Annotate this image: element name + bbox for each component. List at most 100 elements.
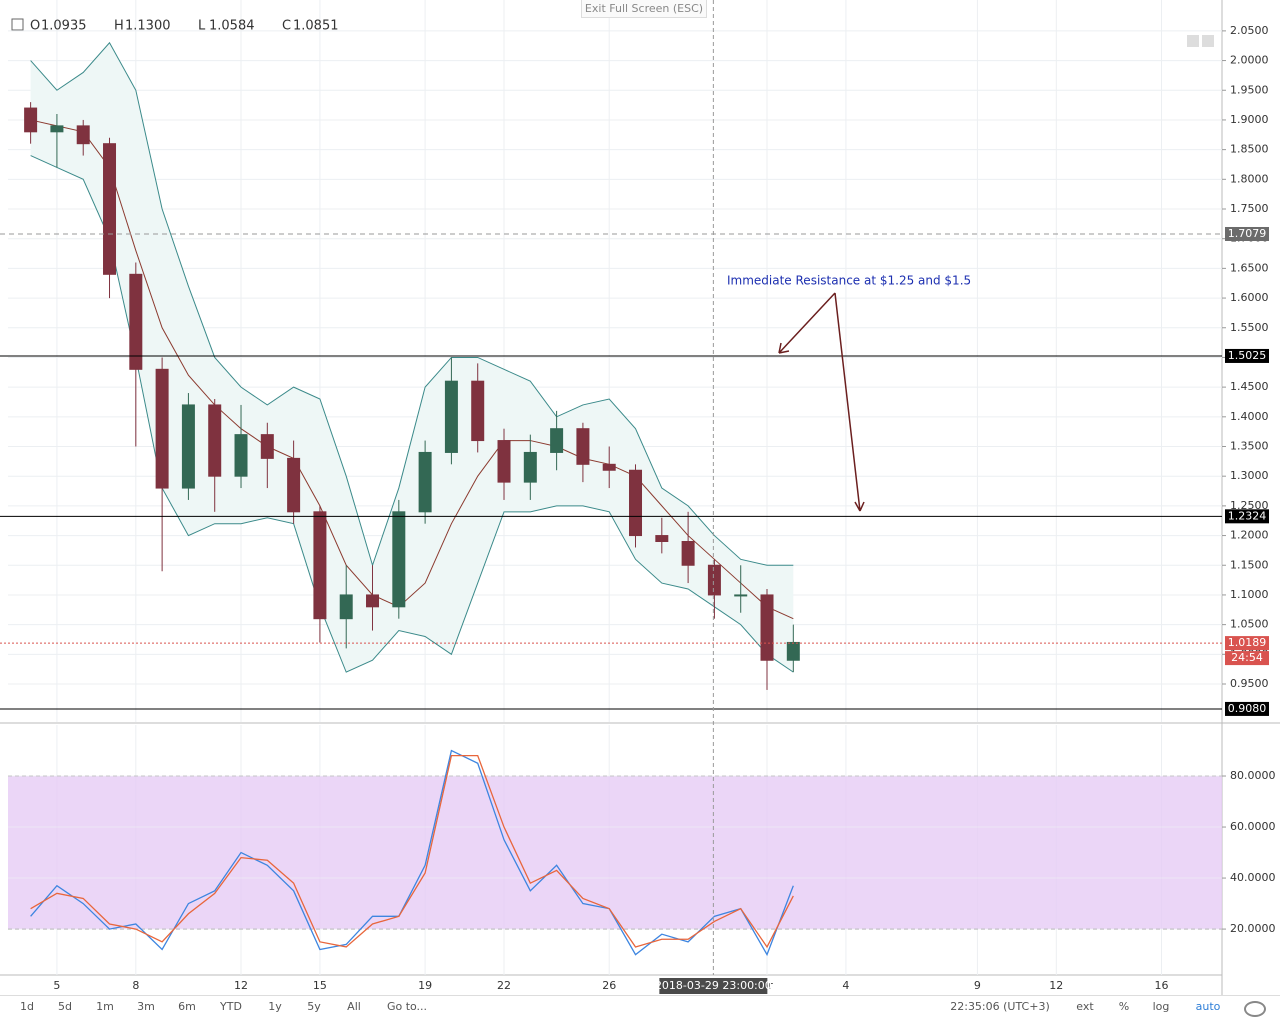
clock: 22:35:06 (UTC+3) [950,1000,1050,1013]
countdown: 24:54 [1231,651,1263,664]
chart: 581215192226pr4912160.95001.00001.05001.… [0,0,1280,995]
y-tick-label: 1.4500 [1230,380,1269,393]
candle-body [287,457,301,513]
candle-body [681,541,695,566]
ohlc-header: 1.1300 [125,19,171,34]
level-label: 1.5025 [1228,349,1267,362]
ohlc-header: 1.0584 [209,19,255,34]
candle-body [155,368,169,489]
y-tick-label: 1.0500 [1230,618,1269,631]
candle-body [339,594,353,620]
candle-body [418,451,432,513]
option-button[interactable]: log [1152,1000,1170,1013]
candle-body [129,273,143,370]
candle-body [208,404,222,477]
candle-body [629,469,643,537]
y-tick-label: 1.9500 [1230,83,1269,96]
pane-button[interactable] [1187,35,1199,47]
y-tick-label: 1.2500 [1230,499,1269,512]
range-button[interactable]: 5d [58,1000,72,1013]
y-tick-label: 1.5500 [1230,321,1269,334]
pane-button[interactable] [1202,35,1214,47]
option-button[interactable]: ext [1076,1000,1094,1013]
level-label-box [1225,701,1269,716]
candle-body [50,125,64,133]
candle-body [550,428,564,453]
candle-body [234,434,248,477]
ohlc-header: L [198,19,206,34]
y-tick-label: 1.4000 [1230,410,1269,423]
x-tick-label: 9 [974,979,981,992]
candle-body [760,594,774,661]
level-label-box [1225,348,1269,363]
y-tick-label: 1.3500 [1230,440,1269,453]
collapse-icon[interactable] [11,18,24,31]
range-button[interactable]: 1m [96,1000,114,1013]
candle-body [786,641,800,661]
annotation: Immediate Resistance at $1.25 and $1.5 [727,274,971,288]
y-tick-label: 1.1500 [1230,558,1269,571]
y-tick-label: 1.6000 [1230,291,1269,304]
y-tick-label: 60.0000 [1230,820,1276,833]
bollinger-fill [30,42,794,673]
option-button[interactable]: auto [1195,1000,1221,1013]
range-button[interactable]: 6m [178,1000,196,1013]
overbought-oversold-band [8,776,1222,930]
y-tick-label: 80.0000 [1230,769,1276,782]
y-tick-label: 2.0000 [1230,54,1269,67]
y-tick-label: 2.0500 [1230,24,1269,37]
level-label: 0.9080 [1228,702,1267,715]
y-tick-label: 20.0000 [1230,922,1276,935]
range-button[interactable]: 5y [307,1000,321,1013]
candle-body [444,380,458,453]
x-tick-label: 4 [842,979,849,992]
candle-body [602,463,616,471]
range-button[interactable]: 1d [20,1000,34,1013]
countdown-box [1225,651,1269,666]
x-tick-label: 12 [234,979,248,992]
y-tick-label: 1.9000 [1230,113,1269,126]
crosshair-label-box [659,978,768,994]
toolbar: 1d 5d 1m 3m 6m YTD 1y 5y All Go to... 22:35:06 (UT… [0,995,1280,1025]
y-tick-label: 1.3000 [1230,469,1269,482]
level-label-box [1225,636,1269,651]
stochastic-line [30,749,794,957]
y-tick-label: 1.1000 [1230,588,1269,601]
crosshair-label: 2018-03-29 23:00:00 [655,979,772,992]
range-button[interactable]: 1y [268,1000,282,1013]
x-tick-label: 16 [1155,979,1169,992]
candle-body [707,564,721,596]
range-button[interactable]: All [347,1000,361,1013]
candle-body [313,511,327,620]
candle-body [523,451,537,483]
candle-body [497,440,511,483]
y-tick-label: 40.0000 [1230,871,1276,884]
x-tick-label: 12 [1049,979,1063,992]
ohlc-header: C [282,19,291,34]
x-tick-label: 5 [53,979,60,992]
bollinger-basis [30,119,794,620]
x-tick-label: 26 [602,979,616,992]
y-tick-label: 0.9500 [1230,677,1269,690]
candle-body [24,107,38,133]
candle-body [103,143,117,275]
exit-fullscreen[interactable]: Exit Full Screen (ESC) [581,0,707,18]
candle-body [392,511,406,608]
goto-button[interactable]: Go to... [386,1000,428,1013]
range-button[interactable]: YTD [220,1000,242,1013]
x-tick-label: 15 [313,979,327,992]
level-label-box [1225,226,1269,241]
settings-icon[interactable] [1244,1001,1266,1017]
ohlc-header: H [114,19,124,34]
x-tick-label: 22 [497,979,511,992]
range-button[interactable]: 3m [137,1000,155,1013]
level-label: 1.7079 [1228,227,1267,240]
candle-body [734,594,748,597]
candle-body [366,594,380,608]
annotation-arrow [778,292,865,512]
ohlc-header: 1.0851 [293,19,339,34]
option-button[interactable]: % [1118,1000,1130,1013]
candle-body [260,434,274,459]
y-tick-label: 1.7500 [1230,202,1269,215]
y-tick-label: 1.2000 [1230,529,1269,542]
